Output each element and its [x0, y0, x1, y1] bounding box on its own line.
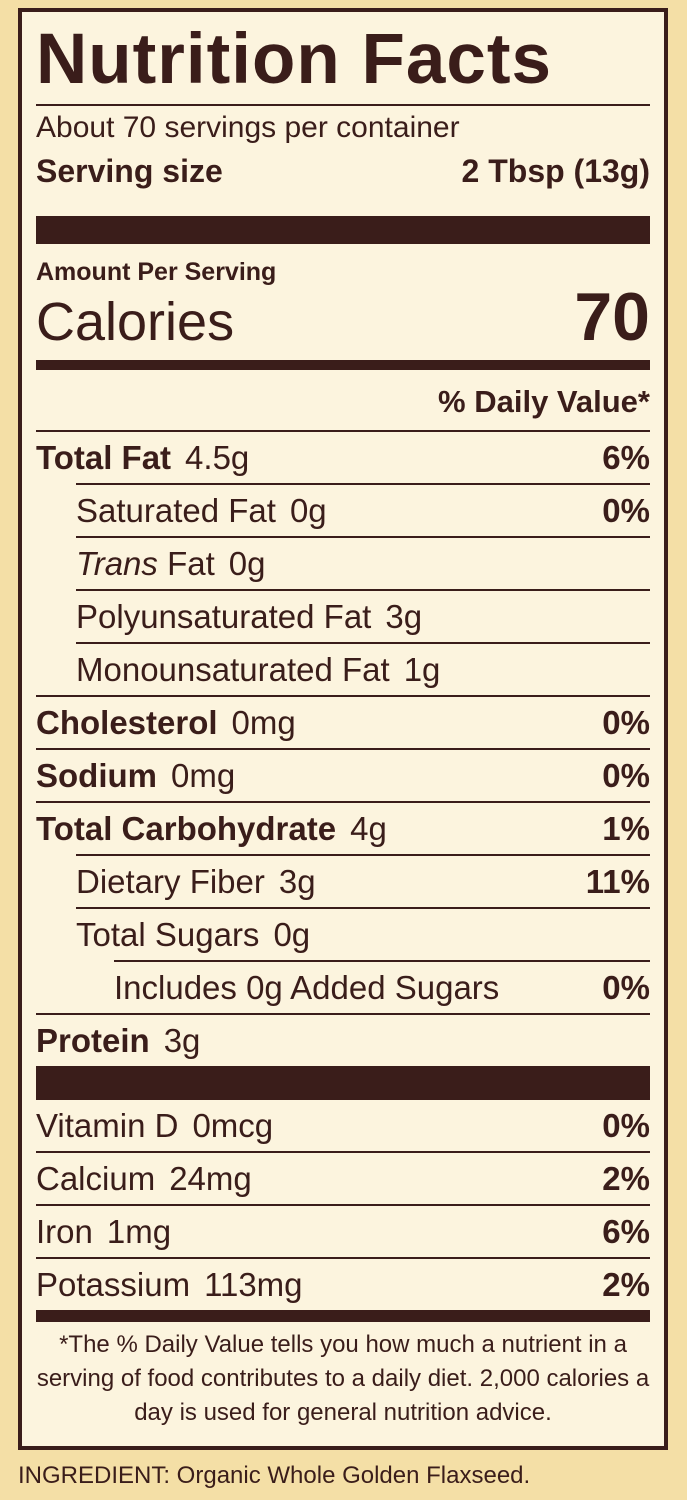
servings: About 70 servings per container: [36, 111, 460, 144]
nutrient-amount: 4g: [350, 809, 387, 847]
daily-value-header: % Daily Value*: [438, 384, 650, 419]
nutrient-name: Dietary Fiber: [76, 862, 265, 900]
serving-size: Serving size 2 Tbsp (13g): [36, 146, 650, 196]
nutrient-name: Sodium: [36, 756, 157, 794]
title: Nutrition Facts: [36, 20, 552, 99]
calories-value: 70: [574, 279, 650, 355]
nutrient-name: Total Fat: [36, 438, 172, 476]
nutrient-amount: 24mg: [169, 1159, 252, 1197]
calories: Calories 70: [36, 279, 650, 355]
serving-size-label: Serving size: [36, 153, 223, 189]
nutrient-amount: 0g: [273, 915, 311, 953]
nutrient-row: Iron 1mg 6%: [36, 1204, 650, 1257]
nutrient-amount: 113mg: [204, 1265, 303, 1303]
daily-value: 2%: [602, 1159, 650, 1197]
nutrient-amount: 0mg: [171, 756, 236, 794]
nutrient-row: Polyunsaturated Fat 3g: [76, 589, 650, 642]
daily-value: 0%: [602, 703, 650, 741]
daily-value: 2%: [602, 1265, 650, 1303]
nutrient-name: Protein: [36, 1021, 150, 1059]
amount-per-serving: Amount Per Serving: [36, 258, 277, 286]
nutrient-row: Includes 0g Added Sugars 0%: [114, 960, 650, 1013]
calories-label: Calories: [36, 292, 235, 352]
nutrient-name-rest: Fat: [167, 544, 215, 582]
daily-value: 1%: [602, 809, 650, 847]
nutrient-row: Saturated Fat 0g 0%: [76, 483, 650, 536]
nutrient-row: Dietary Fiber 3g 11%: [76, 854, 650, 907]
daily-value: 6%: [602, 1212, 650, 1250]
nutrient-row: Vitamin D 0mcg 0%: [36, 1098, 650, 1151]
nutrient-amount: 0mcg: [192, 1106, 274, 1144]
nutrient-name: Vitamin D: [36, 1106, 179, 1144]
nutrient-row: Sodium 0mg 0%: [36, 748, 650, 801]
nutrient-rows: Total Fat 4.5g 6% Saturated Fat 0g 0% Trans Fa…: [36, 430, 650, 1066]
nutrition-label: Nutrition Facts About 70 servings per co…: [18, 8, 668, 1450]
nutrient-amount: 0g: [289, 491, 327, 529]
bar: [36, 1310, 650, 1322]
nutrient-name: Monounsaturated Fat: [76, 650, 390, 688]
nutrient-amount: 0g: [228, 544, 266, 582]
nutrient-name: Cholesterol: [36, 703, 218, 741]
divider: [36, 104, 650, 106]
medium-bar: [36, 360, 650, 370]
nutrient-amount: 3g: [385, 597, 423, 635]
nutrient-row: Calcium 24mg 2%: [36, 1151, 650, 1204]
daily-value: 0%: [602, 491, 650, 529]
nutrient-name: Includes 0g Added Sugars: [114, 968, 500, 1006]
nutrient-name: Iron: [36, 1212, 93, 1250]
nutrient-name: Calcium: [36, 1159, 156, 1197]
daily-value: 0%: [602, 1106, 650, 1144]
nutrient-amount: 1g: [403, 650, 441, 688]
footnote: *The % Daily Value tells you how much a …: [36, 1331, 650, 1426]
nutrient-name-prefix: Trans: [76, 544, 158, 582]
label-content: Nutrition Facts About 70 servings per co…: [36, 12, 650, 1430]
nutrient-row: Total Sugars 0g: [76, 907, 650, 960]
daily-value: 11%: [585, 862, 650, 900]
thick-bar: [36, 1066, 650, 1098]
nutrient-amount: 1mg: [106, 1212, 172, 1250]
vitamin-rows: Vitamin D 0mcg 0% Calcium 24mg 2% Iron 1mg 6% Pot…: [36, 1098, 650, 1310]
nutrient-name: Polyunsaturated Fat: [76, 597, 372, 635]
nutrient-name: Trans Fat: [76, 545, 215, 583]
daily-value: 0%: [602, 968, 650, 1006]
nutrient-row: Cholesterol 0mg 0%: [36, 695, 650, 748]
nutrient-row: Trans Fat 0g: [76, 536, 650, 589]
nutrient-amount: 4.5g: [185, 438, 250, 476]
nutrient-name: Total Carbohydrate: [36, 809, 337, 847]
ingredients: INGREDIENT: Organic Whole Golden Flaxsee…: [18, 1462, 531, 1489]
serving-size-value: 2 Tbsp (13g): [461, 153, 650, 189]
nutrient-row: Potassium 113mg 2%: [36, 1257, 650, 1310]
nutrient-name: Saturated Fat: [76, 491, 276, 529]
thick-bar: [36, 216, 650, 244]
daily-value: 6%: [602, 438, 650, 476]
nutrient-amount: 3g: [278, 862, 316, 900]
nutrient-row: Total Fat 4.5g 6%: [36, 430, 650, 483]
nutrient-row: Monounsaturated Fat 1g: [76, 642, 650, 695]
nutrient-row: Total Carbohydrate 4g 1%: [36, 801, 650, 854]
nutrient-name: Total Sugars: [76, 915, 260, 953]
nutrient-row: Protein 3g: [36, 1013, 650, 1066]
nutrient-amount: 3g: [163, 1021, 201, 1059]
daily-value: 0%: [602, 756, 650, 794]
nutrient-amount: 0mg: [231, 703, 296, 741]
nutrient-name: Potassium: [36, 1265, 191, 1303]
